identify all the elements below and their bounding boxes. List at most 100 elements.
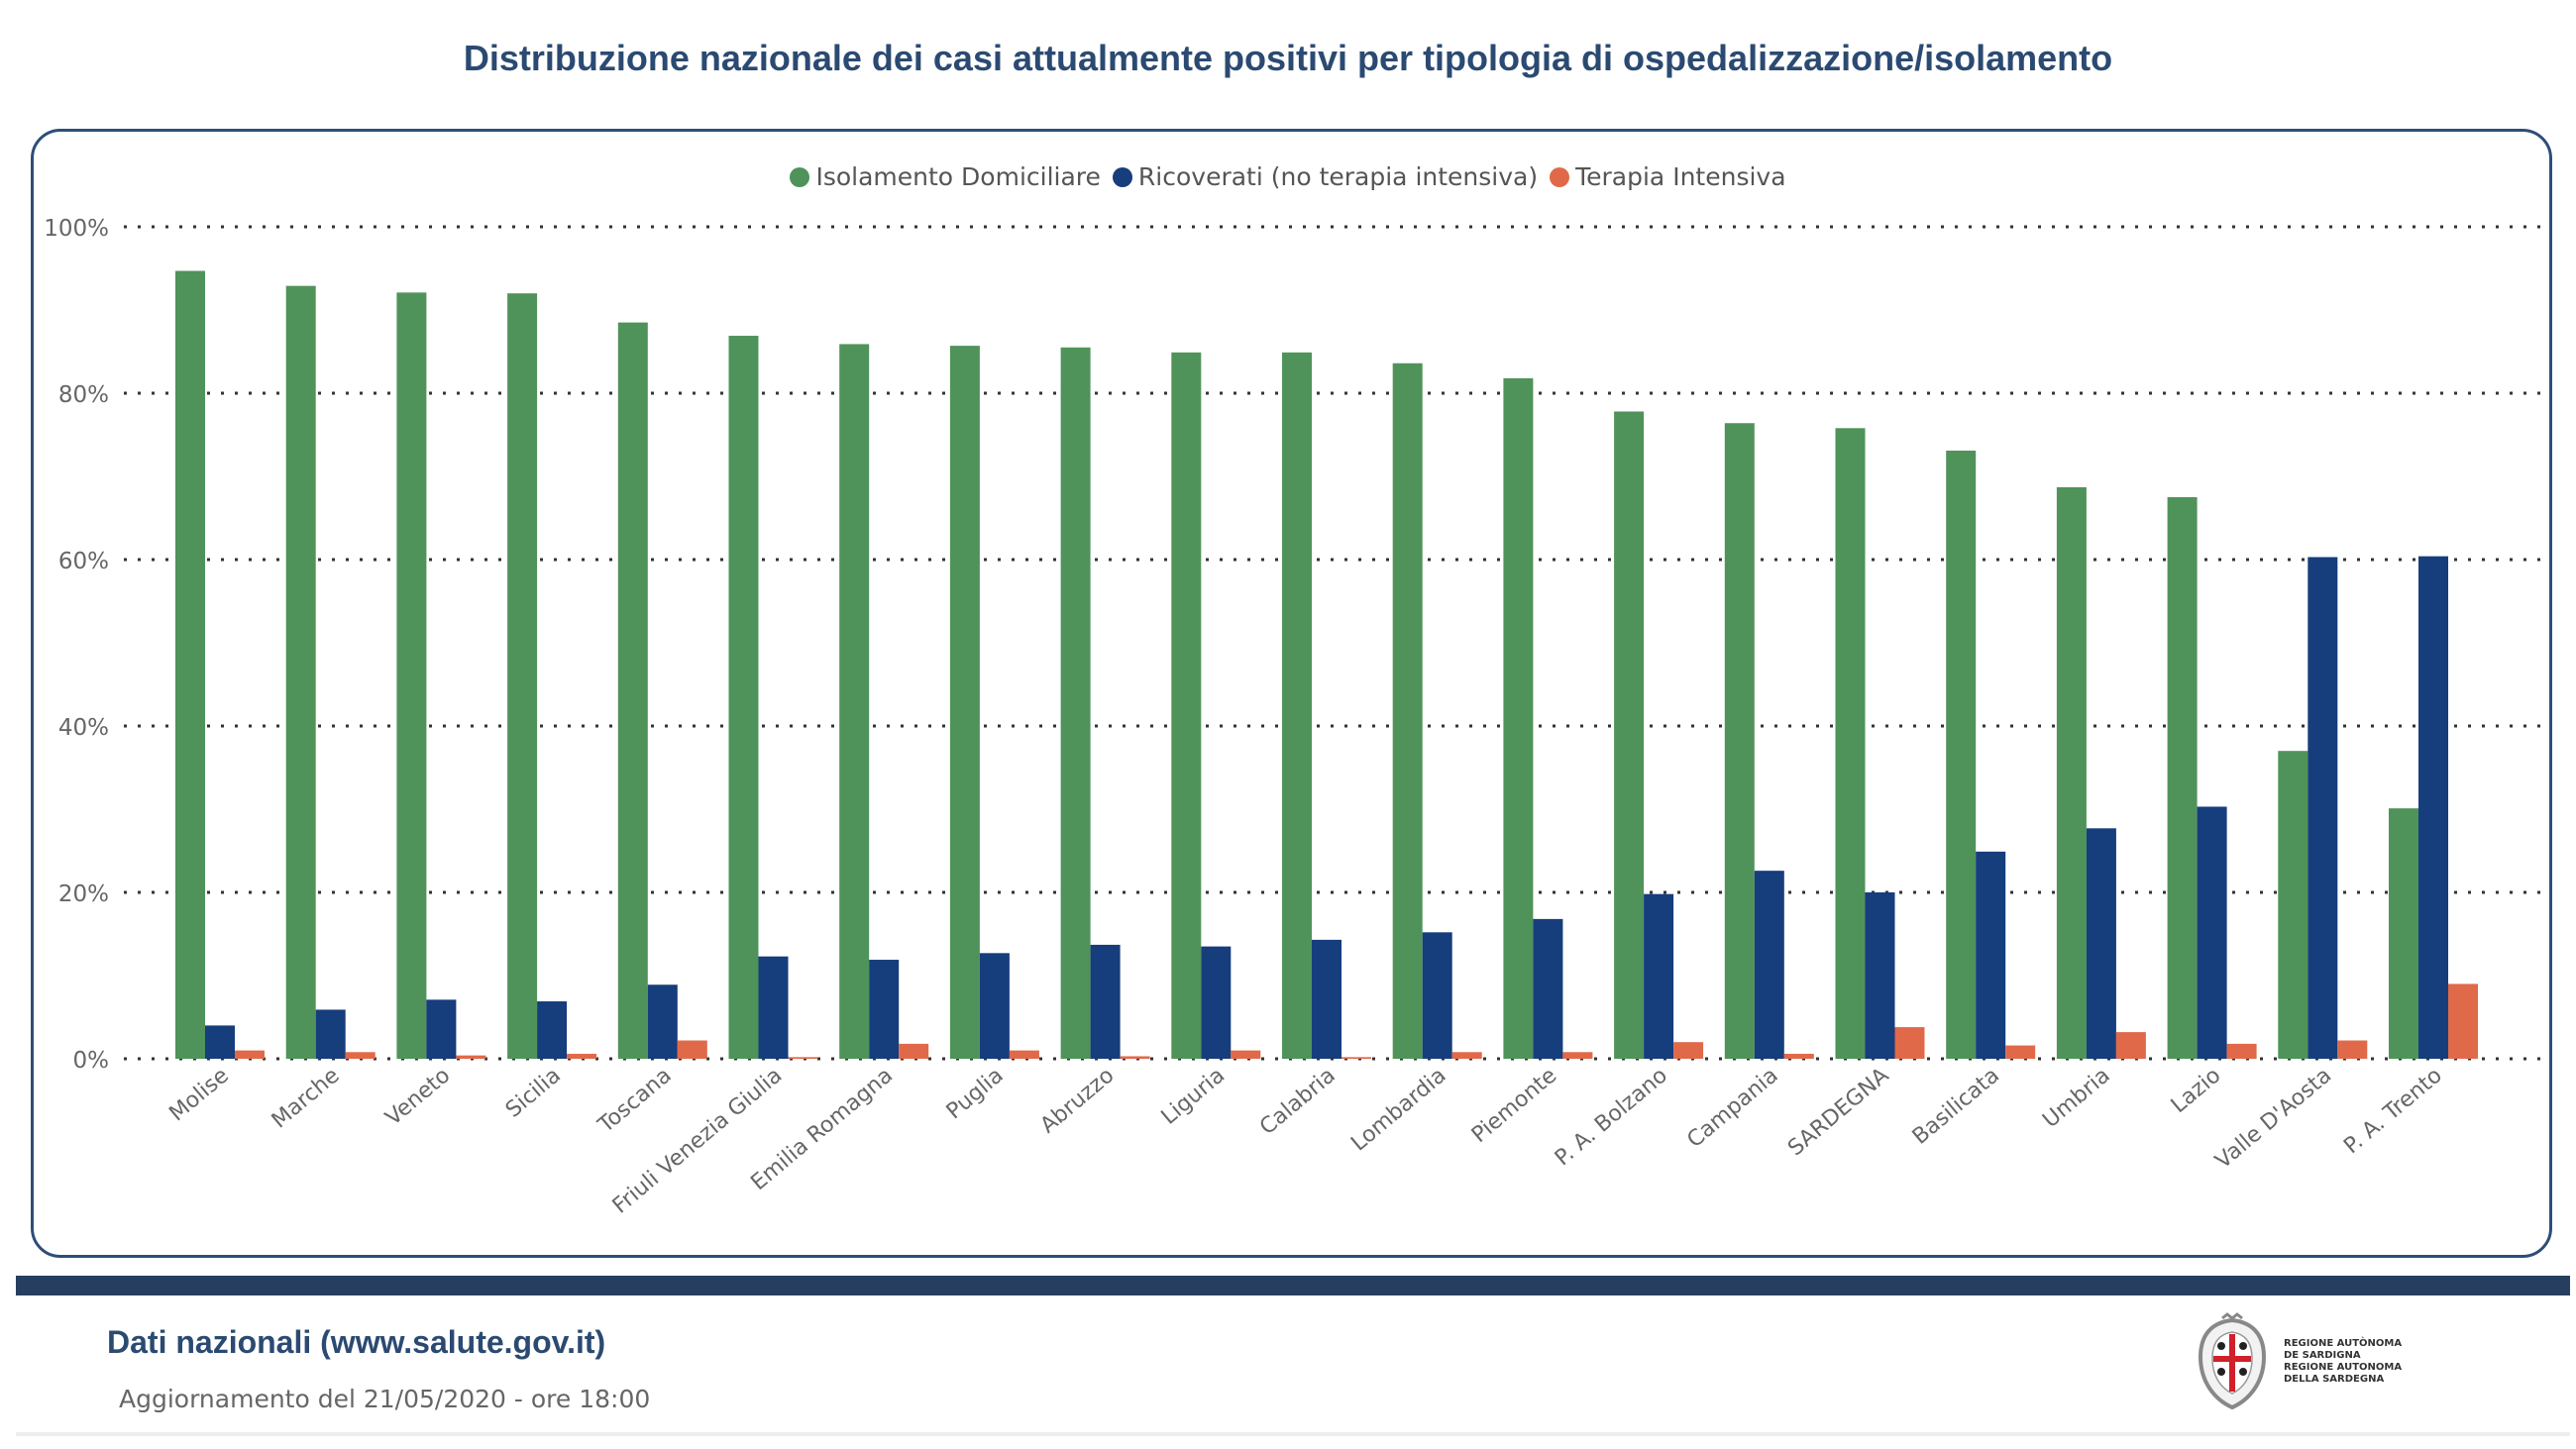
y-tick-label: 0% bbox=[73, 1048, 110, 1074]
legend-dot-icon bbox=[1550, 166, 1570, 187]
x-tick-label: Basilicata bbox=[1908, 1063, 2004, 1149]
bar-ricoverati[interactable] bbox=[2086, 828, 2116, 1059]
bar-isolamento[interactable] bbox=[1946, 450, 1977, 1060]
bar-terapia-intensiva[interactable] bbox=[899, 1043, 929, 1059]
x-tick-label: Valle D'Aosta bbox=[2211, 1063, 2337, 1174]
y-tick-label: 80% bbox=[58, 382, 109, 408]
bar-ricoverati[interactable] bbox=[758, 956, 789, 1059]
bar-isolamento[interactable] bbox=[1060, 347, 1091, 1059]
bar-terapia-intensiva[interactable] bbox=[1783, 1053, 1814, 1059]
bar-ricoverati[interactable] bbox=[315, 1009, 346, 1059]
bar-terapia-intensiva[interactable] bbox=[235, 1050, 265, 1059]
bar-terapia-intensiva[interactable] bbox=[1009, 1050, 1039, 1059]
bar-isolamento[interactable] bbox=[617, 322, 648, 1060]
bar-isolamento[interactable] bbox=[1503, 377, 1534, 1059]
bar-terapia-intensiva[interactable] bbox=[1451, 1052, 1482, 1059]
page-title: Distribuzione nazionale dei casi attualm… bbox=[463, 38, 2113, 78]
bar-ricoverati[interactable] bbox=[1422, 932, 1452, 1059]
bar-isolamento[interactable] bbox=[1171, 352, 1202, 1060]
bar-ricoverati[interactable] bbox=[205, 1025, 235, 1059]
bar-isolamento[interactable] bbox=[175, 270, 205, 1059]
legend-item-terapia-intensiva[interactable]: Terapia Intensiva bbox=[1550, 162, 1786, 191]
x-tick-label: Veneto bbox=[381, 1063, 456, 1130]
bar-ricoverati[interactable] bbox=[1533, 918, 1563, 1059]
bar-terapia-intensiva[interactable] bbox=[1562, 1052, 1593, 1059]
bar-isolamento[interactable] bbox=[1282, 352, 1312, 1060]
bar-terapia-intensiva[interactable] bbox=[1231, 1050, 1261, 1059]
x-tick-label: P. A. Bolzano bbox=[1551, 1063, 1672, 1171]
bar-isolamento[interactable] bbox=[1392, 362, 1423, 1059]
x-tick-label: Lombardia bbox=[1346, 1063, 1450, 1156]
bar-isolamento[interactable] bbox=[507, 293, 538, 1059]
logo-line: DELLA SARDEGNA bbox=[2284, 1374, 2385, 1385]
bar-isolamento[interactable] bbox=[1724, 423, 1755, 1059]
x-tick-label: Toscana bbox=[593, 1063, 677, 1138]
bar-ricoverati[interactable] bbox=[1865, 892, 1895, 1059]
bar-isolamento[interactable] bbox=[839, 344, 870, 1059]
x-tick-label: Lazio bbox=[2167, 1063, 2226, 1118]
legend-dot-icon bbox=[1112, 166, 1132, 187]
bar-ricoverati[interactable] bbox=[979, 953, 1010, 1059]
bar-terapia-intensiva[interactable] bbox=[1673, 1042, 1704, 1059]
bar-terapia-intensiva[interactable] bbox=[2115, 1032, 2146, 1059]
bar-terapia-intensiva[interactable] bbox=[456, 1055, 486, 1059]
legend-label: Isolamento Domiciliare bbox=[815, 162, 1101, 191]
bar-isolamento[interactable] bbox=[2389, 808, 2418, 1059]
bar-isolamento[interactable] bbox=[1835, 428, 1866, 1059]
bar-ricoverati[interactable] bbox=[1754, 871, 1784, 1059]
y-tick-label: 100% bbox=[44, 216, 109, 242]
x-tick-label: P. A. Trento bbox=[2339, 1063, 2447, 1159]
legend-item-ricoverati[interactable]: Ricoverati (no terapia intensiva) bbox=[1112, 162, 1538, 191]
bar-ricoverati[interactable] bbox=[647, 984, 678, 1059]
bar-ricoverati[interactable] bbox=[426, 999, 457, 1059]
legend-item-isolamento[interactable]: Isolamento Domiciliare bbox=[790, 162, 1101, 191]
bar-isolamento[interactable] bbox=[949, 346, 980, 1059]
bar-terapia-intensiva[interactable] bbox=[1342, 1057, 1371, 1059]
bar-isolamento[interactable] bbox=[728, 336, 759, 1059]
regione-sardegna-logo: REGIONE AUTÒNOMA DE SARDIGNA REGIONE AUT… bbox=[2193, 1312, 2402, 1411]
bar-terapia-intensiva[interactable] bbox=[1120, 1056, 1150, 1059]
bar-ricoverati[interactable] bbox=[1090, 944, 1121, 1059]
logo-text: REGIONE AUTÒNOMA DE SARDIGNA REGIONE AUT… bbox=[2284, 1338, 2402, 1386]
bar-isolamento[interactable] bbox=[1614, 411, 1645, 1060]
bar-ricoverati[interactable] bbox=[869, 960, 900, 1059]
bar-ricoverati[interactable] bbox=[1312, 939, 1342, 1059]
x-tick-label: Piemonte bbox=[1467, 1063, 1561, 1148]
logo-line: REGIONE AUTONOMA bbox=[2284, 1362, 2403, 1373]
logo-line: REGIONE AUTÒNOMA bbox=[2284, 1338, 2403, 1349]
y-tick-label: 20% bbox=[58, 881, 109, 907]
bar-isolamento[interactable] bbox=[396, 292, 427, 1059]
bar-terapia-intensiva[interactable] bbox=[567, 1053, 597, 1059]
bar-terapia-intensiva[interactable] bbox=[345, 1052, 376, 1059]
x-tick-label: Calabria bbox=[1255, 1063, 1341, 1140]
footer-divider-bar bbox=[16, 1276, 2570, 1295]
footer-source: Dati nazionali (www.salute.gov.it) bbox=[107, 1324, 606, 1360]
bar-terapia-intensiva[interactable] bbox=[677, 1040, 707, 1059]
logo-line: DE SARDIGNA bbox=[2284, 1350, 2361, 1361]
bar-ricoverati[interactable] bbox=[2197, 806, 2227, 1059]
bar-terapia-intensiva[interactable] bbox=[2226, 1043, 2257, 1059]
bar-terapia-intensiva[interactable] bbox=[2337, 1040, 2368, 1059]
bar-terapia-intensiva[interactable] bbox=[2448, 983, 2478, 1059]
bar-chart: 0% 20% 40% 60% 80% 100% Molise Marche Veneto Sici… bbox=[44, 216, 2541, 1219]
bar-terapia-intensiva[interactable] bbox=[2005, 1045, 2036, 1059]
bar-ricoverati[interactable] bbox=[537, 1001, 568, 1059]
y-tick-label: 40% bbox=[58, 715, 109, 741]
x-tick-label: Abruzzo bbox=[1036, 1063, 1120, 1138]
bar-ricoverati[interactable] bbox=[1976, 851, 2006, 1059]
bar-terapia-intensiva[interactable] bbox=[1894, 1027, 1925, 1059]
x-tick-label: Molise bbox=[164, 1063, 233, 1126]
bar-isolamento[interactable] bbox=[2167, 497, 2198, 1059]
bar-ricoverati[interactable] bbox=[2418, 556, 2448, 1059]
bar-ricoverati[interactable] bbox=[2308, 557, 2338, 1059]
chart-legend: Isolamento Domiciliare Ricoverati (no te… bbox=[0, 162, 2576, 191]
y-tick-label: 60% bbox=[58, 549, 109, 574]
bar-isolamento[interactable] bbox=[285, 285, 316, 1059]
x-tick-label: Campania bbox=[1682, 1063, 1782, 1153]
bar-terapia-intensiva[interactable] bbox=[788, 1057, 818, 1059]
x-tick-label: Liguria bbox=[1157, 1063, 1230, 1129]
bar-isolamento[interactable] bbox=[2056, 486, 2087, 1059]
bar-ricoverati[interactable] bbox=[1201, 946, 1232, 1059]
bar-ricoverati[interactable] bbox=[1644, 893, 1674, 1059]
bar-isolamento[interactable] bbox=[2278, 751, 2308, 1059]
